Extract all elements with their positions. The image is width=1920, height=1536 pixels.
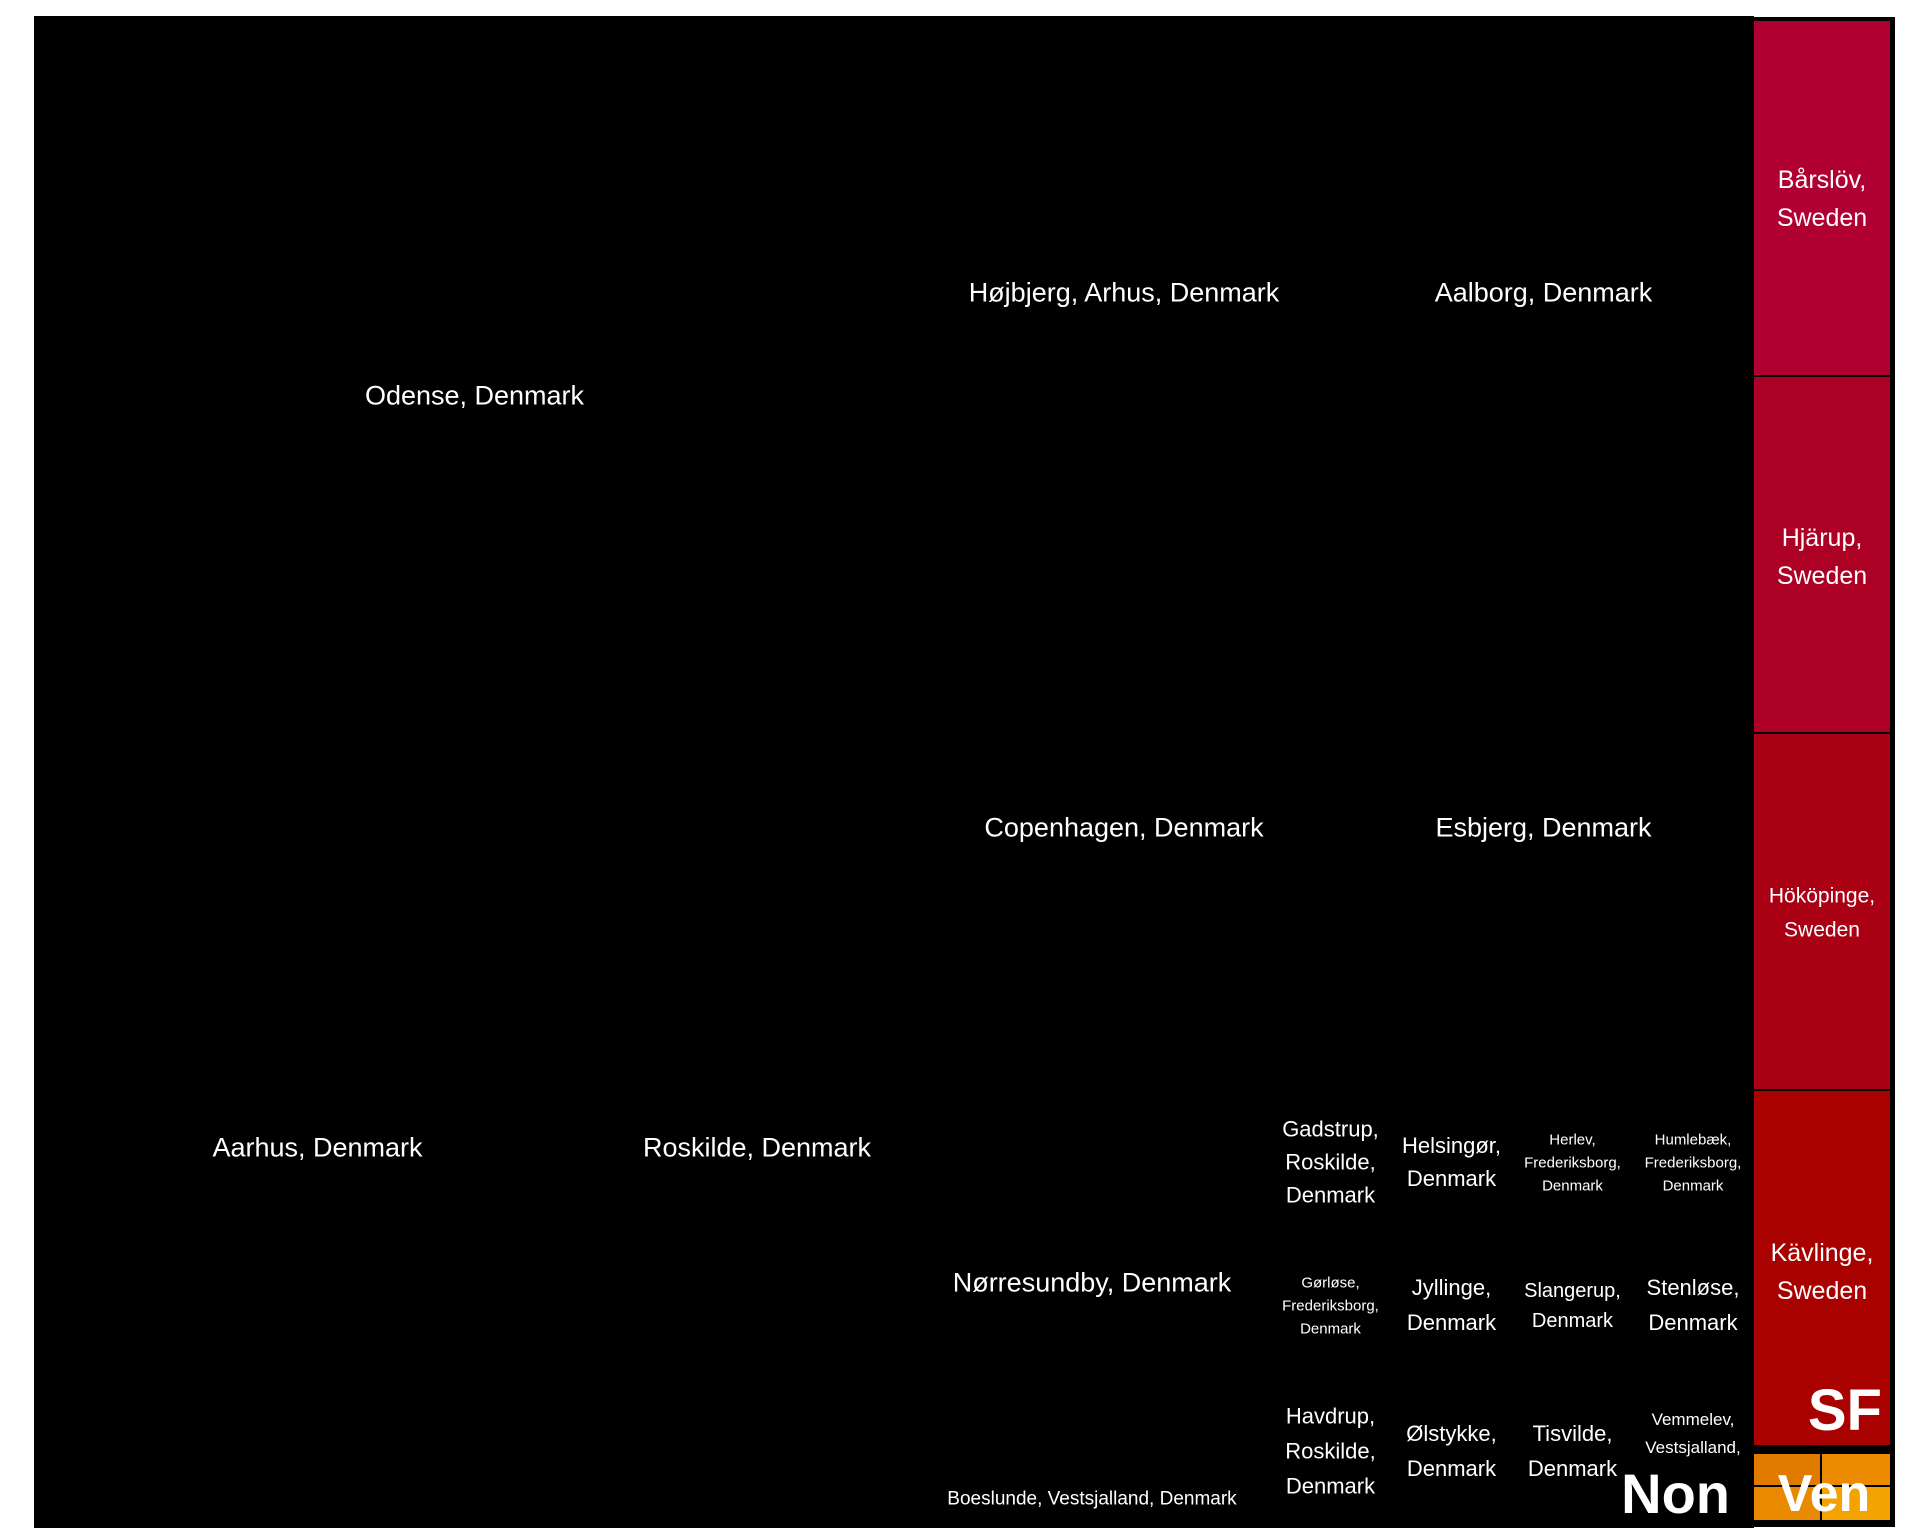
- treemap-label-vemmelev-vestsjalland: Vemmelev, Vestsjalland,: [1645, 1410, 1740, 1457]
- treemap-cell-non-roskilde-denmark: [599, 772, 915, 1528]
- treemap-label-h-jbjerg-arhus-denmark: Højbjerg, Arhus, Denmark: [969, 277, 1280, 307]
- treemap-cell-non-humleb-k-frederiksborg-denmark: [1632, 1087, 1754, 1242]
- treemap-cell-sf-hokopinge-sweden: [1752, 732, 1892, 1091]
- treemap-label-havdrup-roskilde-denmark: Havdrup, Roskilde, Denmark: [1285, 1404, 1376, 1499]
- treemap-label-odense-denmark: Odense, Denmark: [365, 380, 585, 410]
- treemap-cell-non-herlev-frederiksborg-denmark: [1511, 1087, 1634, 1242]
- treemap-label-slangerup-denmark: Slangerup, Denmark: [1524, 1280, 1621, 1332]
- treemap-label-aalborg-denmark: Aalborg, Denmark: [1435, 277, 1653, 307]
- treemap-cell-ven-4: [1820, 1485, 1892, 1522]
- treemap-cell-non-esbjerg-denmark: [1333, 564, 1754, 1089]
- treemap-label-esbjerg-denmark: Esbjerg, Denmark: [1435, 812, 1652, 842]
- treemap-cell-non-helsing-r-denmark: [1390, 1087, 1513, 1242]
- treemap-cell-sf-hjarup-sweden: [1752, 375, 1892, 734]
- treemap-cell-non-odense-denmark: [34, 16, 915, 774]
- treemap-cell-non-havdrup-roskilde-denmark: [1269, 1377, 1392, 1528]
- treemap-label-aarhus-denmark: Aarhus, Denmark: [212, 1132, 423, 1162]
- treemap-label-herlev-frederiksborg-denmark: Herlev, Frederiksborg, Denmark: [1524, 1131, 1621, 1194]
- treemap-cell-non-jyllinge-denmark: [1390, 1240, 1513, 1379]
- treemap-cell-non-vemmelev-vestsjalland: [1632, 1377, 1754, 1528]
- treemap-label-hjarup-sweden: Hjärup, Sweden: [1777, 524, 1867, 590]
- treemap-cell-non-aarhus-denmark: [34, 772, 601, 1528]
- treemap-label-barslov-sweden: Bårslöv, Sweden: [1777, 166, 1867, 232]
- treemap-group-label-non: Non: [1621, 1462, 1730, 1525]
- treemap-cell-non-h-jbjerg-arhus-denmark: [913, 16, 1335, 566]
- treemap-label-tisvilde-denmark: Tisvilde, Denmark: [1528, 1421, 1618, 1481]
- treemap-cell-non-tisvilde-denmark: [1511, 1377, 1634, 1528]
- treemap-group-label-sf: SF: [1808, 1378, 1882, 1443]
- treemap-cell-non-copenhagen-denmark: [913, 564, 1335, 1089]
- treemap-label-g-rl-se-frederiksborg-denmark: Gørløse, Frederiksborg, Denmark: [1282, 1274, 1379, 1337]
- treemap-group-label-ven: Ven: [1778, 1465, 1871, 1523]
- treemap-label-roskilde-denmark: Roskilde, Denmark: [643, 1132, 872, 1162]
- treemap-label-stenl-se-denmark: Stenløse, Denmark: [1647, 1275, 1740, 1335]
- treemap-cell-sf-kavlinge-sweden: [1752, 1089, 1892, 1447]
- treemap-cell-ven-2: [1820, 1452, 1892, 1487]
- treemap-label-hokopinge-sweden: Hököpinge, Sweden: [1769, 884, 1875, 941]
- treemap-label-lstykke-denmark: Ølstykke, Denmark: [1406, 1421, 1497, 1481]
- treemap-label-copenhagen-denmark: Copenhagen, Denmark: [984, 812, 1264, 842]
- treemap-label-boeslunde-vestsjalland-denmark: Boeslunde, Vestsjalland, Denmark: [947, 1489, 1237, 1510]
- treemap-cell-non-boeslunde-vestsjalland-denmark: [913, 1432, 1271, 1528]
- treemap-label-jyllinge-denmark: Jyllinge, Denmark: [1407, 1275, 1497, 1335]
- treemap-label-n-rresundby-denmark: Nørresundby, Denmark: [953, 1267, 1232, 1297]
- treemap-cell-non-stenl-se-denmark: [1632, 1240, 1754, 1379]
- treemap-label-kavlinge-sweden: Kävlinge, Sweden: [1771, 1239, 1874, 1305]
- treemap-label-gadstrup-roskilde-denmark: Gadstrup, Roskilde, Denmark: [1282, 1117, 1379, 1208]
- treemap-label-helsing-r-denmark: Helsingør, Denmark: [1402, 1133, 1501, 1191]
- treemap-cell-non-lstykke-denmark: [1390, 1377, 1513, 1528]
- treemap-cell-non-n-rresundby-denmark: [913, 1087, 1271, 1434]
- treemap-cell-non-gadstrup-roskilde-denmark: [1269, 1087, 1392, 1242]
- treemap-label-humleb-k-frederiksborg-denmark: Humlebæk, Frederiksborg, Denmark: [1645, 1131, 1742, 1194]
- treemap-cell-ven-1: [1752, 1452, 1822, 1487]
- treemap-cell-sf-barslov-sweden: [1752, 19, 1892, 377]
- treemap-cell-non-slangerup-denmark: [1511, 1240, 1634, 1379]
